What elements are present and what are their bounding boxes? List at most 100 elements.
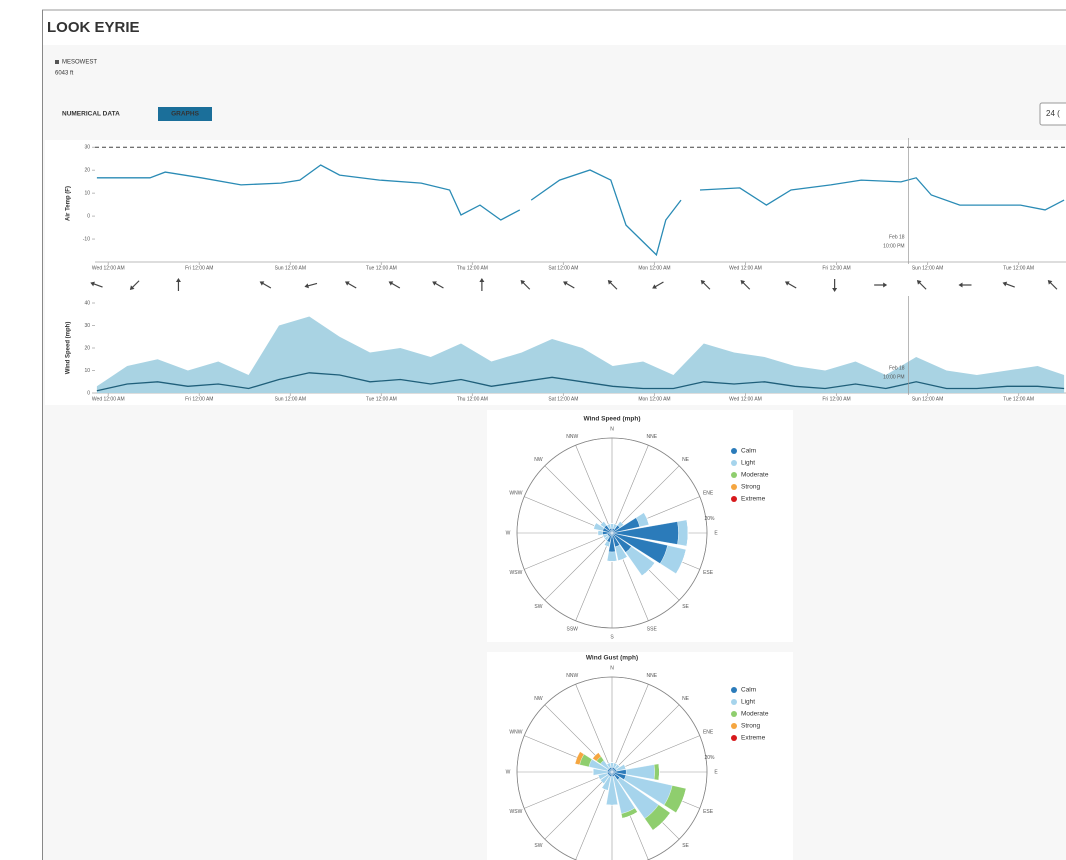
rose-direction: WSW: [510, 809, 523, 815]
rose-spoke: [524, 771, 613, 809]
line: [96, 372, 1065, 392]
y-tick-label: 0: [87, 213, 90, 219]
x-tick-label: Wed 12:00 AM: [729, 396, 762, 402]
rose-direction: SE: [682, 843, 689, 849]
arrow-head: [520, 280, 526, 285]
rose-spoke: [575, 684, 613, 773]
arrow-head: [740, 280, 746, 285]
rose-spoke: [544, 771, 613, 840]
y-tick-label: 40: [84, 300, 90, 306]
tab-graphs-button[interactable]: [158, 107, 212, 121]
wind-arrow: [1047, 280, 1058, 290]
rose-direction: SW: [534, 604, 542, 610]
x-tick-label: Wed 12:00 AM: [729, 265, 762, 271]
rose-ring-label: 20%: [704, 516, 715, 522]
y-tick-label: 30: [84, 323, 90, 329]
rose-direction: ENE: [703, 730, 714, 736]
source-icon: [55, 60, 59, 64]
arrow-head: [479, 278, 485, 282]
wind-arrow: [607, 280, 618, 290]
rose-direction: ENE: [703, 491, 714, 497]
rose-direction: ESE: [703, 809, 714, 815]
rose-direction: NE: [682, 457, 690, 463]
wind-arrow: [129, 280, 140, 290]
arrow-head: [388, 281, 394, 286]
legend-swatch: [731, 723, 737, 729]
wind-arrow: [90, 281, 103, 288]
rose-direction: WNW: [509, 730, 522, 736]
tooltip-text: Feb 18: [889, 234, 905, 240]
arrow-head: [1002, 281, 1008, 287]
rose-direction: SW: [534, 843, 542, 849]
arrow-head: [883, 282, 888, 288]
y-tick-label: 10: [84, 368, 90, 374]
rose-spoke: [544, 532, 613, 601]
tab-graphs[interactable]: GRAPHS: [171, 111, 199, 118]
x-tick-label: Tue 12:00 AM: [366, 265, 397, 271]
rose-segment: [614, 523, 618, 526]
arrow-head: [958, 282, 963, 288]
legend-label: Strong: [741, 723, 761, 730]
station-title: LOOK EYRIE: [47, 19, 140, 36]
rose-direction: SE: [682, 604, 689, 610]
rose-title: Wind Gust (mph): [586, 655, 638, 662]
rose-spoke: [575, 532, 613, 621]
wind-arrow: [874, 282, 888, 288]
legend-label: Extreme: [741, 496, 766, 503]
wind-arrow: [916, 280, 927, 290]
rose-spoke: [575, 445, 613, 534]
arrow-head: [700, 280, 706, 285]
source: MESOWEST: [62, 60, 97, 66]
rose-direction: NW: [534, 457, 543, 463]
arrow-head: [175, 278, 181, 282]
x-tick-label: Sun 12:00 AM: [275, 265, 306, 271]
rose-direction: WSW: [510, 570, 523, 576]
wind-arrow: [563, 281, 575, 289]
range-button-label[interactable]: 24 (: [1046, 109, 1060, 118]
rose-spoke: [611, 684, 649, 773]
rose-direction: NW: [534, 696, 543, 702]
rose-segment: [597, 775, 601, 780]
tooltip-text: 10:00 PM: [883, 374, 904, 380]
range-button[interactable]: [1039, 102, 1066, 126]
rose-direction: SSE: [647, 626, 658, 632]
y-tick-label: 30: [84, 145, 90, 151]
arrow-head: [652, 284, 657, 289]
arrow-head: [344, 281, 350, 286]
y-axis-label: Wind Speed (mph): [66, 322, 72, 375]
legend-swatch: [731, 460, 737, 466]
arrow-head: [129, 285, 135, 290]
x-tick-label: Tue 12:00 AM: [366, 396, 397, 402]
legend-swatch: [731, 687, 737, 693]
rose-segment: [677, 519, 689, 547]
x-tick-label: Sun 12:00 AM: [912, 265, 943, 271]
x-tick-label: Sun 12:00 AM: [275, 396, 306, 402]
x-tick-label: Fri 12:00 AM: [185, 265, 213, 271]
rose-segment: [622, 811, 638, 819]
arrow-head: [832, 288, 838, 292]
legend-swatch: [731, 472, 737, 478]
arrow-head: [607, 280, 613, 285]
rose-ring: [516, 437, 708, 629]
rose-direction: W: [506, 530, 511, 536]
y-tick-label: 20: [84, 168, 90, 174]
legend-label: Calm: [741, 687, 756, 694]
x-tick-label: Fri 12:00 AM: [185, 396, 213, 402]
rose-direction: NNE: [647, 434, 658, 440]
rose-segment: [604, 538, 607, 541]
legend-label: Moderate: [741, 472, 769, 479]
y-tick-label: 10: [84, 191, 90, 197]
arrow-head: [916, 280, 922, 285]
tooltip-text: 10:00 PM: [883, 243, 904, 249]
tab-numerical[interactable]: NUMERICAL DATA: [62, 111, 120, 118]
arrow-head: [1047, 280, 1053, 285]
wind-arrow: [344, 281, 357, 289]
rose-segment: [574, 751, 581, 764]
rose-direction: S: [610, 634, 614, 640]
rose-direction: NNE: [647, 673, 658, 679]
wind-arrow: [700, 280, 711, 290]
legend-label: Light: [741, 460, 755, 467]
legend-swatch: [731, 484, 737, 490]
